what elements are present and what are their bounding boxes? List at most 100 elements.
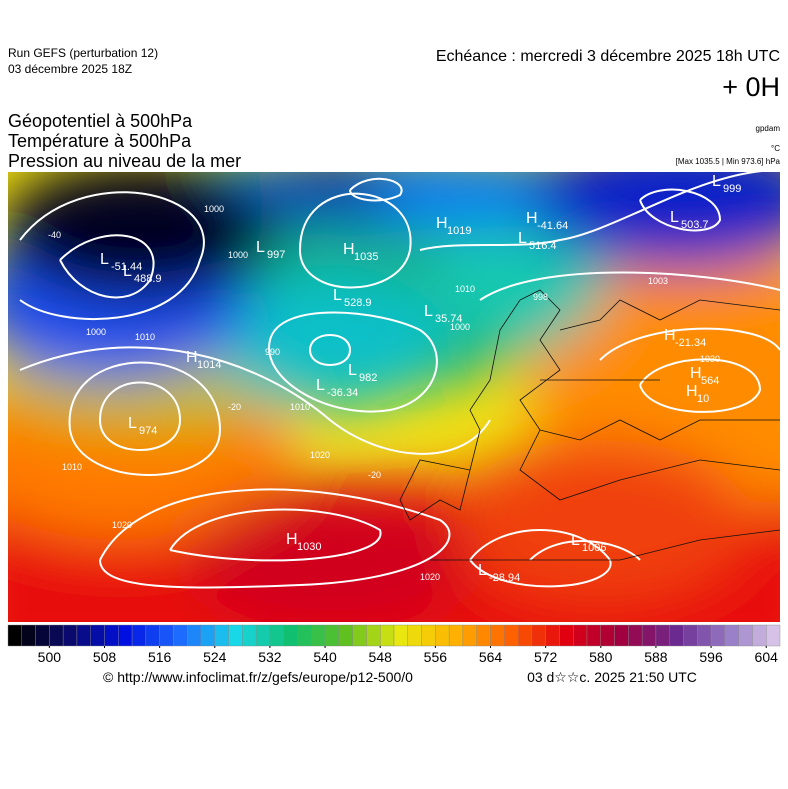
colorbar-cell [228,624,243,647]
colorbar-cell [393,624,408,647]
colorbar-cell [352,624,367,647]
isobar-label: 990 [265,347,280,357]
colorbar-cell [517,624,533,647]
isobar-label: 1010 [62,462,82,472]
colorbar-tick-label: 564 [479,649,503,665]
colorbar-cell [118,624,133,647]
run-date: 03 décembre 2025 18Z [8,62,132,76]
pressure-center-symbol: L [518,230,527,247]
colorbar-tick-label: 548 [369,649,393,665]
colorbar-cell [173,624,188,647]
colorbar-cell [752,624,767,647]
colorbar-cell [490,624,505,647]
pressure-center-value: 528.9 [344,297,372,309]
colorbar-cell [338,624,353,647]
pressure-center-symbol: H [186,349,198,366]
isobar-label: 998 [533,292,548,302]
colorbar-cell [311,624,326,647]
pressure-center-value: 999 [723,183,741,195]
colorbar-cell [531,624,546,647]
pressure-center-value: 564 [701,375,719,387]
pressure-center-symbol: L [333,287,342,304]
pressure-center-symbol: L [348,362,357,379]
colorbar-cell [62,624,78,647]
colorbar-tick-label: 508 [93,649,117,665]
isobar-label: 1010 [455,284,475,294]
colorbar-tick-label: 604 [755,649,779,665]
colorbar-cell [35,624,50,647]
field: Température à 500hPa [8,131,192,151]
isobar-label: 1000 [204,204,224,214]
pressure-center-value: 1006 [582,542,606,554]
colorbar-cell [76,624,91,647]
colorbar-cell [21,624,36,647]
pressure-center-value: 35.74 [435,313,463,325]
colorbar-cell [738,624,753,647]
colorbar-cell [407,624,422,647]
pressure-center-symbol: L [670,209,679,226]
pressure-center-symbol: L [424,303,433,320]
colorbar-cell [655,624,670,647]
colorbar-tick-label: 580 [589,649,613,665]
colorbar-cell [269,624,284,647]
colorbar-cell [283,624,298,647]
pressure-center-value: -28.94 [489,572,520,584]
offset: + 0H [722,72,780,102]
pressure-center-symbol: H [286,531,298,548]
colorbar-cell [628,624,643,647]
render-time: 03 d☆☆c. 2025 21:50 UTC [527,669,697,685]
unit: °C [771,144,780,153]
colorbar-cell [766,624,781,647]
colorbar-cell [131,624,147,647]
pressure-center-value: 1030 [297,541,321,553]
colorbar-cell [448,624,464,647]
pressure-center-symbol: H [436,215,448,232]
echeance: Echéance : mercredi 3 décembre 2025 18h … [436,48,780,65]
colorbar-cell [7,624,22,647]
pressure-center-symbol: L [316,377,325,394]
colorbar-cell [476,624,491,647]
colorbar-cell [614,624,629,647]
pressure-center-value: -21.34 [675,337,706,349]
field: Géopotentiel à 500hPa [8,111,193,131]
isobar-label: -20 [368,470,381,480]
pressure-center-value: -41.64 [537,220,568,232]
colorbar-cell [641,624,657,647]
pressure-center-value: 10 [697,393,709,405]
colorbar-cell [600,624,615,647]
colorbar-cell [697,624,712,647]
colorbar-cell [724,624,739,647]
pressure-center-value: 503.7 [681,219,709,231]
unit: [Max 1035.5 | Min 973.6] hPa [676,157,781,166]
pressure-center-symbol: L [712,173,721,190]
pressure-center-symbol: L [128,415,137,432]
isobar-label: 1010 [290,402,310,412]
pressure-center-symbol: H [686,383,698,400]
colorbar-tick-label: 516 [148,649,172,665]
source-url: © http://www.infoclimat.fr/z/gefs/europe… [103,669,413,685]
colorbar-cell [710,624,726,647]
pressure-center-symbol: L [100,251,109,268]
colorbar-cell [683,624,698,647]
isobar-label: 1003 [648,276,668,286]
pressure-center-value: 1035 [354,251,378,263]
pressure-center-value: -51.44 [111,261,142,273]
colorbar-cell [187,624,202,647]
run: Run GEFS (perturbation 12) [8,46,158,60]
colorbar-cell [255,624,271,647]
colorbar-cell [242,624,257,647]
isobar-label: 1020 [112,520,132,530]
pressure-center-value: -36.34 [327,387,358,399]
colorbar-cell [159,624,174,647]
colorbar-cell [90,624,105,647]
isobar-label: 1000 [450,322,470,332]
colorbar-tick-label: 572 [534,649,558,665]
isobar-label: 1020 [310,450,330,460]
isobar-label: -20 [228,402,241,412]
colorbar-cell [49,624,64,647]
colorbar-cell [104,624,119,647]
colorbar-cell [504,624,519,647]
pressure-center-value: 1014 [197,359,221,371]
colorbar-cell [297,624,312,647]
